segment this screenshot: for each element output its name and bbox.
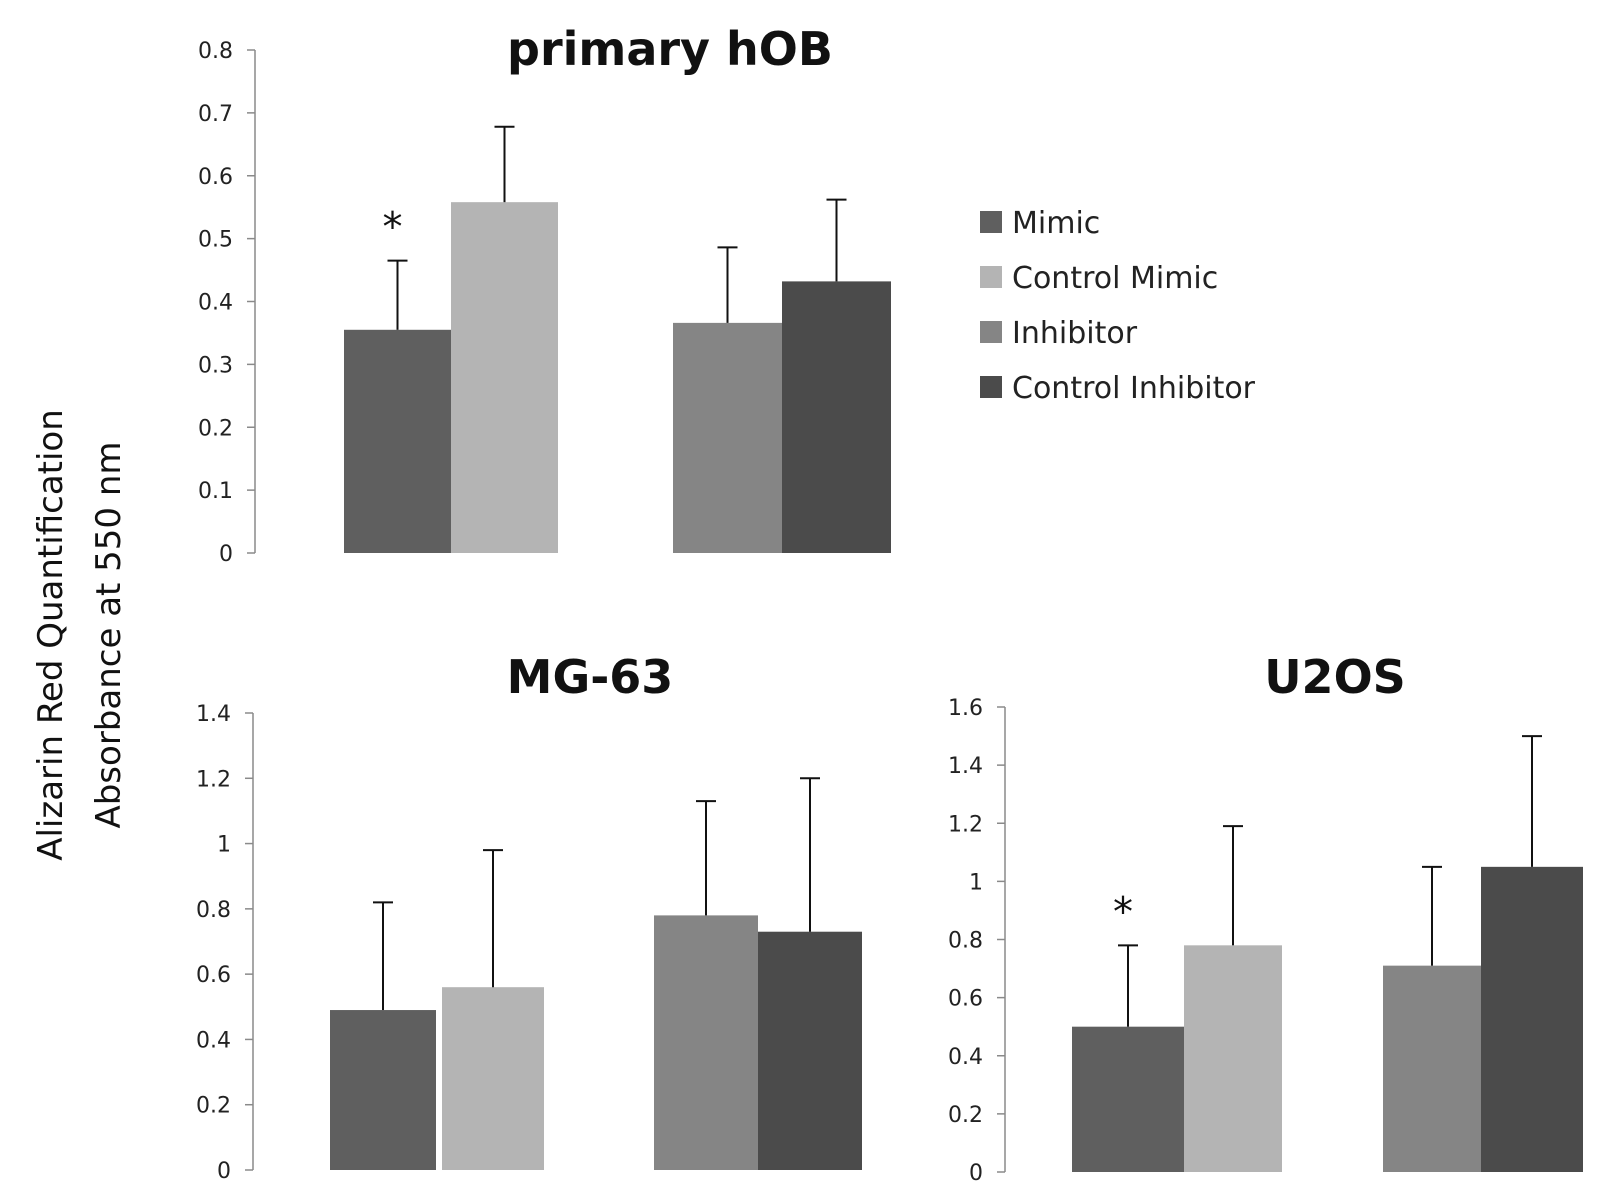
y-tick-label: 0.4	[198, 291, 233, 316]
bar	[1383, 965, 1481, 1172]
y-tick-label: 0.7	[198, 102, 233, 127]
y-tick-label: 0.8	[196, 898, 231, 923]
chart-panels: primary hOB 0 0.1 0.2 0.3 0.4 0.5 0.6 0.7 0.8 * MG-…	[196, 22, 1583, 1186]
y-tick-label: 0.6	[196, 963, 231, 988]
y-tick-label: 1.2	[948, 812, 983, 837]
bar	[782, 281, 891, 553]
bar	[1481, 866, 1583, 1172]
y-axis-title-line-2: Absorbance at 550 nm	[89, 441, 129, 828]
y-axis-title-line-1: Alizarin Red Quantification	[31, 409, 71, 861]
y-tick-label: 0.8	[198, 39, 233, 64]
y-tick-label: 1.4	[948, 754, 983, 779]
legend-swatch	[980, 376, 1002, 398]
y-tick-label: 0.5	[198, 228, 233, 253]
panel-title: primary hOB	[507, 22, 833, 76]
bar	[673, 322, 782, 553]
y-tick-label: 0.8	[948, 929, 983, 954]
bar	[330, 1010, 436, 1170]
y-tick-label: 1	[217, 833, 231, 858]
y-tick-label: 0.2	[198, 416, 233, 441]
y-tick-label: 0	[219, 542, 233, 567]
legend-swatch	[980, 266, 1002, 288]
bar	[1184, 945, 1282, 1172]
y-tick-label: 0.2	[948, 1103, 983, 1128]
legend-swatch	[980, 321, 1002, 343]
panel-2: MG-63 0 0.2 0.4 0.6 0.8 1 1.2 1.4	[196, 650, 862, 1184]
legend-label: Control Mimic	[1012, 261, 1218, 296]
y-tick-label: 1.6	[948, 696, 983, 721]
legend-item: Control Inhibitor	[980, 371, 1256, 406]
y-tick-label: 0	[969, 1161, 983, 1186]
y-tick-label: 0.4	[196, 1028, 231, 1053]
y-tick-label: 1	[969, 870, 983, 895]
y-tick-label: 0.4	[948, 1045, 983, 1070]
y-tick-label: 1.2	[196, 767, 231, 792]
y-axis-title: Alizarin Red Quantification Absorbance a…	[31, 409, 129, 861]
bar	[1072, 1026, 1184, 1172]
bar	[654, 915, 758, 1170]
legend-label: Inhibitor	[1012, 316, 1138, 351]
bar	[442, 987, 544, 1170]
legend-item: Mimic	[980, 206, 1100, 241]
y-tick-label: 0.6	[198, 165, 233, 190]
bar	[451, 202, 558, 553]
y-tick-label: 0.2	[196, 1094, 231, 1119]
legend-swatch	[980, 211, 1002, 233]
legend: Mimic Control Mimic Inhibitor Control Inhib…	[980, 206, 1256, 406]
bar	[758, 931, 862, 1170]
y-tick-label: 0	[217, 1159, 231, 1184]
panel-3: U2OS 0 0.2 0.4 0.6 0.8 1 1.2 1.4 1.6 *	[948, 650, 1583, 1186]
legend-label: Control Inhibitor	[1012, 371, 1256, 406]
y-tick-label: 0.1	[198, 479, 233, 504]
significance-marker: *	[383, 205, 403, 251]
bar	[344, 329, 451, 553]
y-tick-label: 0.6	[948, 987, 983, 1012]
legend-label: Mimic	[1012, 206, 1100, 241]
y-tick-label: 1.4	[196, 702, 231, 727]
panel-title: MG-63	[507, 650, 674, 704]
panel-title: U2OS	[1264, 650, 1406, 704]
legend-item: Inhibitor	[980, 316, 1138, 351]
significance-marker: *	[1113, 889, 1133, 935]
panel-1: primary hOB 0 0.1 0.2 0.3 0.4 0.5 0.6 0.7 0.8 *	[198, 22, 891, 567]
legend-item: Control Mimic	[980, 261, 1218, 296]
y-tick-label: 0.3	[198, 353, 233, 378]
